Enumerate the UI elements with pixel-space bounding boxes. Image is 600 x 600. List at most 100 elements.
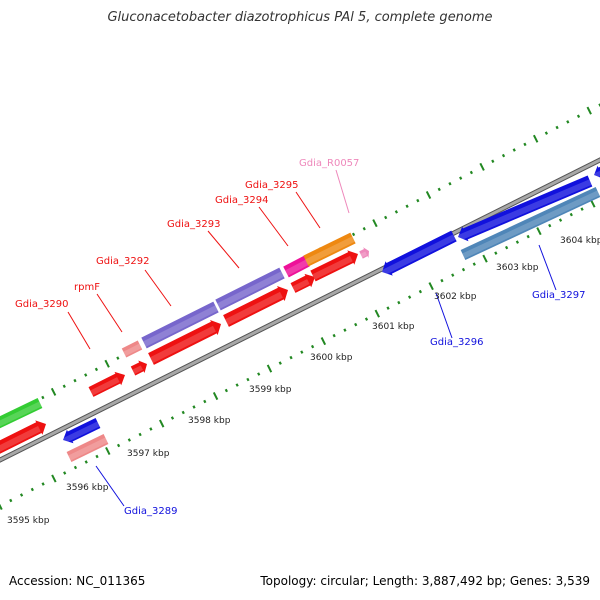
upper-tick-minor	[94, 367, 99, 372]
magenta-gene-3294-body	[283, 255, 310, 278]
lower-tick-minor	[494, 251, 498, 255]
red-gene-3295-body	[310, 250, 358, 282]
lower-tick-minor	[127, 438, 131, 442]
kbp-label: 3601 kbp	[372, 322, 415, 332]
upper-tick-minor	[362, 227, 366, 231]
red-gene-lower-left-body	[0, 420, 46, 454]
lower-tick-minor	[19, 493, 24, 497]
blue-gene-edge	[593, 165, 600, 179]
kbp-label: 3599 kbp	[249, 385, 292, 395]
lower-tick-major	[0, 503, 3, 511]
upper-tick-minor	[501, 153, 506, 158]
blue-gene-3297a-body	[458, 175, 593, 242]
lower-tick-minor	[569, 212, 573, 217]
lower-tick-minor	[257, 372, 261, 376]
lower-tick-minor	[418, 289, 422, 294]
orange-gene-3295-body	[303, 232, 356, 267]
tick-marks-lower	[0, 199, 596, 511]
kbp-labels: 3595 kbp 3596 kbp 3597 kbp 3598 kbp 3599 kbp…	[7, 236, 600, 526]
leader-line	[96, 293, 123, 333]
lower-tick-minor	[558, 218, 563, 222]
lower-tick-major	[428, 282, 434, 291]
lower-tick-minor	[548, 223, 552, 228]
steelblue-gene-3297	[460, 187, 600, 260]
leader-line	[207, 230, 240, 269]
upper-tick-minor	[512, 148, 516, 152]
red-gene-3294	[290, 273, 315, 293]
upper-tick-major	[425, 190, 432, 200]
upper-tick-minor	[84, 373, 88, 377]
lower-tick-minor	[170, 416, 175, 420]
gene-label: Gdia_R0057	[299, 158, 359, 169]
upper-tick-minor	[73, 378, 77, 383]
gene-label: Gdia_3295	[245, 180, 298, 191]
red-gene-3292-shade	[150, 325, 216, 364]
purple-gene-3293	[215, 267, 285, 311]
red-gene-lower-left	[0, 420, 46, 454]
kbp-label: 3603 kbp	[496, 263, 539, 273]
lower-tick-minor	[461, 267, 466, 272]
lower-tick-minor	[235, 383, 239, 387]
leader-line	[435, 292, 453, 339]
red-gene-3292	[148, 319, 221, 365]
upper-tick-minor	[523, 142, 527, 147]
kbp-label: 3600 kbp	[310, 353, 353, 363]
upper-tick-minor	[405, 204, 409, 209]
lower-tick-minor	[84, 460, 88, 464]
pink-gene-rpmF-shade	[123, 343, 142, 357]
lower-tick-minor	[289, 355, 293, 360]
pink-gene-3289-shade	[68, 437, 108, 461]
lower-tick-minor	[138, 432, 142, 437]
red-gene-3293	[223, 285, 288, 327]
lower-tick-major	[320, 337, 327, 346]
leader-line	[335, 169, 350, 214]
red-gene-rpmF	[130, 360, 147, 376]
gene-features	[0, 165, 600, 462]
blue-gene-3297a	[457, 175, 593, 242]
gene-labels: Gdia_3290 rpmF Gdia_3292 Gdia_3293 Gdia_3294…	[15, 158, 585, 517]
lower-tick-minor	[149, 427, 153, 431]
upper-tick-major	[104, 359, 110, 368]
leader-line	[295, 191, 321, 229]
gene-label: rpmF	[74, 282, 100, 293]
upper-tick-major	[532, 134, 539, 143]
lower-tick-minor	[95, 454, 99, 459]
steelblue-gene-3297-shade	[462, 190, 600, 259]
purple-gene-3292-shade	[143, 305, 218, 347]
upper-tick-minor	[448, 182, 452, 186]
upper-tick-minor	[116, 356, 120, 360]
upper-tick-minor	[566, 120, 570, 124]
accession-label: Accession: NC_011365	[9, 574, 146, 588]
blue-gene-3289	[62, 418, 101, 444]
magenta-gene-3294-shade	[285, 259, 309, 276]
kbp-label: 3604 kbp	[560, 236, 600, 246]
orange-gene-3295	[303, 232, 356, 267]
green-gene-body	[0, 398, 43, 429]
lower-tick-major	[590, 199, 596, 208]
pink-gene-rpmF	[121, 340, 143, 358]
lower-tick-minor	[73, 465, 78, 470]
pink-gene-3289-body	[66, 434, 109, 462]
red-gene-3290	[88, 371, 125, 397]
lower-tick-minor	[472, 262, 476, 266]
leader-line	[258, 206, 289, 247]
upper-tick-major	[50, 387, 57, 396]
blue-gene-3296-body	[382, 230, 457, 276]
rna-gene-R0057-body	[359, 247, 369, 259]
blue-gene-edge-body	[594, 165, 600, 178]
blue-gene-edge-shade	[593, 170, 600, 179]
gene-label: Gdia_3294	[215, 195, 268, 206]
red-gene-3294-body	[290, 273, 315, 293]
lower-tick-minor	[300, 350, 304, 354]
upper-tick-minor	[41, 395, 45, 400]
leader-line	[538, 244, 557, 291]
orange-gene-3295-shade	[305, 236, 355, 265]
red-gene-3290-shade	[90, 377, 120, 396]
green-gene	[0, 398, 43, 429]
rna-gene-R0057-shade	[360, 251, 368, 258]
purple-gene-3293-shade	[217, 271, 284, 309]
gene-label: Gdia_3293	[167, 219, 220, 230]
upper-tick-minor	[384, 215, 388, 220]
lower-tick-minor	[407, 295, 412, 299]
